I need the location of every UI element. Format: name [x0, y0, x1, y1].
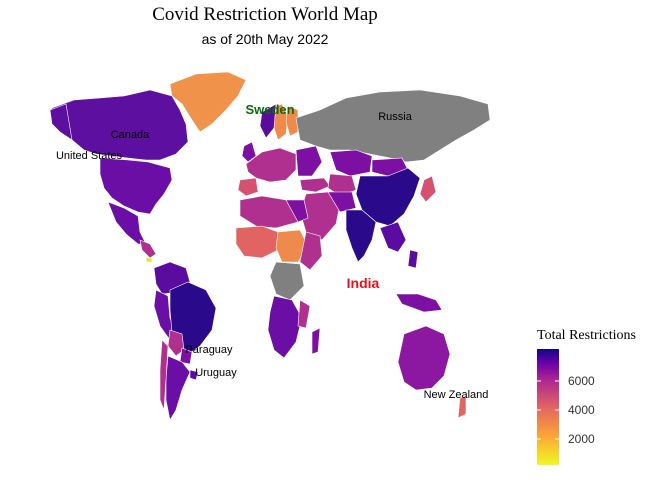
- country-southeast-asia: [379, 221, 407, 253]
- country-philippines: [407, 249, 419, 269]
- country-western-europe: [245, 147, 297, 183]
- country-canada: [51, 89, 189, 161]
- legend-colorbar: [537, 349, 559, 465]
- country-indonesia: [395, 293, 443, 313]
- legend: Total Restrictions 6000 4000 2000: [537, 328, 636, 465]
- legend-tick-2000: 2000: [568, 432, 595, 446]
- country-australia: [397, 325, 451, 391]
- label-uruguay: Uruguay: [195, 367, 237, 379]
- country-alaska: [49, 103, 73, 141]
- label-united-states: United States: [56, 150, 123, 162]
- country-mozambique: [297, 299, 311, 329]
- label-new-zealand: New Zealand: [424, 389, 489, 401]
- label-canada: Canada: [111, 129, 150, 141]
- country-new-zealand: [457, 395, 467, 419]
- legend-tick-6000: 6000: [568, 374, 595, 388]
- label-paraguay: Paraguay: [185, 344, 233, 356]
- country-madagascar: [311, 327, 321, 355]
- country-argentina: [165, 355, 191, 421]
- country-libya-egypt: [285, 199, 309, 223]
- country-bolivia: [167, 329, 185, 357]
- label-india: India: [347, 275, 380, 291]
- legend-tick-4000: 4000: [568, 403, 595, 417]
- country-southern-africa: [267, 295, 303, 359]
- map-title: Covid Restriction World Map: [152, 4, 378, 25]
- label-russia: Russia: [378, 111, 413, 123]
- map-subtitle: as of 20th May 2022: [201, 31, 329, 47]
- country-central-africa: [275, 229, 309, 263]
- country-chile: [159, 339, 169, 411]
- country-russia: [295, 89, 491, 163]
- country-finland: [285, 105, 299, 137]
- country-norway: [259, 103, 277, 139]
- country-congo-region: [269, 261, 305, 301]
- country-west-africa: [235, 225, 279, 259]
- legend-title: Total Restrictions: [537, 328, 636, 343]
- country-usa: [99, 157, 173, 215]
- country-greenland: [169, 71, 247, 133]
- country-uk: [241, 141, 257, 163]
- country-east-africa: [299, 231, 323, 271]
- country-kazakhstan: [329, 149, 373, 177]
- country-turkey: [299, 177, 331, 193]
- country-uruguay: [189, 369, 199, 381]
- country-china: [355, 167, 421, 227]
- label-sweden: Sweden: [245, 102, 294, 117]
- country-yellow-caribbean: [145, 257, 153, 263]
- country-central-america: [139, 239, 157, 259]
- country-eastern-europe: [295, 145, 323, 177]
- country-india: [345, 209, 377, 263]
- country-japan: [419, 175, 437, 203]
- country-paraguay: [179, 347, 193, 365]
- country-iran: [327, 191, 357, 213]
- country-spain: [237, 177, 259, 197]
